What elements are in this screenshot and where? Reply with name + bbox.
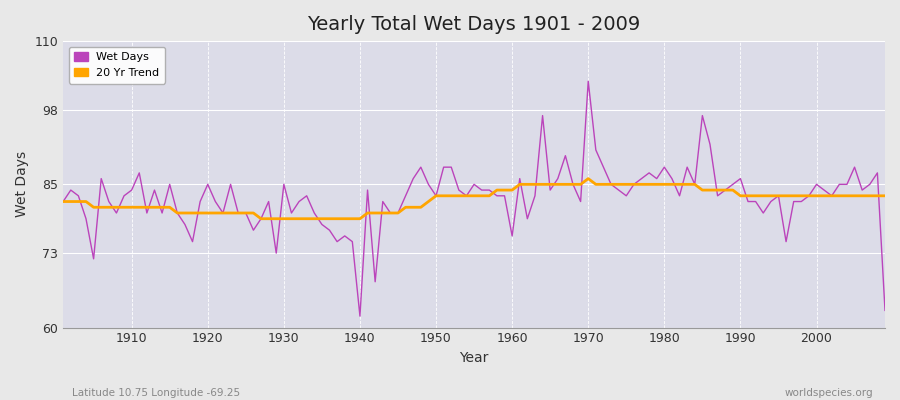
X-axis label: Year: Year (459, 351, 489, 365)
Y-axis label: Wet Days: Wet Days (15, 151, 29, 218)
Text: worldspecies.org: worldspecies.org (785, 388, 873, 398)
Text: Latitude 10.75 Longitude -69.25: Latitude 10.75 Longitude -69.25 (72, 388, 240, 398)
Title: Yearly Total Wet Days 1901 - 2009: Yearly Total Wet Days 1901 - 2009 (308, 15, 641, 34)
Legend: Wet Days, 20 Yr Trend: Wet Days, 20 Yr Trend (68, 47, 166, 84)
